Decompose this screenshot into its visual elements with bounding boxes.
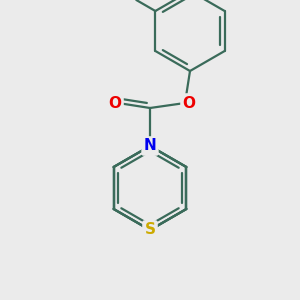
Text: O: O <box>182 95 196 110</box>
Text: S: S <box>145 223 155 238</box>
Text: O: O <box>109 95 122 110</box>
Text: N: N <box>144 139 156 154</box>
